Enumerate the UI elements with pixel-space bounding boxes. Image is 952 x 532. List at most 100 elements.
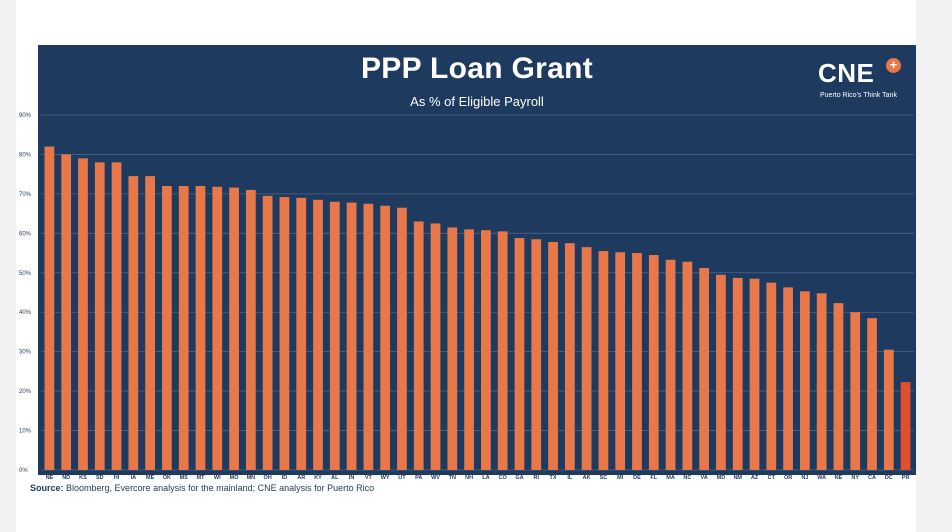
x-tick-label: ME — [146, 475, 155, 481]
x-tick-label: AZ — [751, 475, 759, 481]
bar — [598, 251, 609, 470]
bar — [481, 230, 491, 470]
bar — [716, 274, 726, 470]
x-tick-label: RI — [534, 475, 540, 481]
y-tick-label: 80% — [19, 152, 32, 158]
bar — [883, 349, 894, 470]
bar — [178, 186, 189, 470]
y-tick-label: 0% — [19, 468, 28, 474]
bar — [279, 197, 290, 471]
x-tick-label: SC — [600, 475, 608, 481]
bar — [699, 268, 710, 470]
x-tick-label: VA — [701, 475, 708, 481]
bar — [581, 247, 592, 470]
bar — [497, 231, 508, 470]
logo-text: CNE — [818, 58, 875, 88]
source-label: Source: — [30, 483, 64, 493]
bar — [329, 201, 340, 470]
x-tick-label: MD — [717, 475, 726, 481]
chart-subtitle: As % of Eligible Payroll — [410, 94, 544, 109]
x-tick-label: WY — [381, 475, 390, 481]
x-tick-label: CT — [768, 475, 776, 481]
bar — [430, 223, 441, 470]
bar — [816, 293, 827, 470]
x-tick-label: GA — [515, 475, 523, 481]
x-tick-label: NE — [835, 475, 843, 481]
bar — [447, 227, 458, 470]
x-tick-label: IA — [131, 475, 137, 481]
bar — [413, 221, 424, 470]
bar — [514, 238, 525, 470]
x-tick-label: AL — [331, 475, 339, 481]
x-tick-label: VT — [365, 475, 373, 481]
y-tick-label: 90% — [19, 113, 32, 119]
logo-tagline: Puerto Rico's Think Tank — [820, 92, 897, 99]
bar — [262, 195, 273, 470]
source-text: Bloomberg, Evercore analysis for the mai… — [66, 483, 375, 493]
x-tick-label: MI — [617, 475, 624, 481]
x-tick-label: NJ — [801, 475, 808, 481]
x-tick-label: IL — [567, 475, 573, 481]
x-tick-label: KY — [314, 475, 322, 481]
bar — [615, 252, 626, 470]
x-tick-label: IN — [349, 475, 355, 481]
x-tick-label: TX — [550, 475, 557, 481]
x-tick-label: NC — [683, 475, 691, 481]
bar — [867, 318, 877, 470]
bar — [548, 242, 558, 470]
bar — [564, 243, 575, 470]
bar — [900, 382, 911, 470]
bar — [94, 162, 105, 471]
x-tick-label: NY — [851, 475, 859, 481]
x-tick-label: MT — [197, 475, 206, 481]
x-tick-label: AR — [297, 475, 305, 481]
x-tick-label: WI — [214, 475, 221, 481]
bar — [732, 277, 743, 470]
bar — [648, 255, 659, 470]
bar — [111, 162, 122, 471]
x-tick-label: DE — [633, 475, 641, 481]
x-tick-label: MO — [230, 475, 240, 481]
bar — [665, 259, 676, 470]
bar — [245, 189, 256, 470]
plus-icon: + — [886, 58, 901, 73]
x-tick-label: WA — [817, 475, 826, 481]
x-tick-label: OH — [264, 475, 272, 481]
bar — [464, 229, 474, 470]
x-tick-label: NE — [46, 475, 54, 481]
cne-logo: CNE + Puerto Rico's Think Tank — [818, 58, 908, 108]
bar — [313, 199, 323, 471]
bar — [749, 278, 760, 470]
x-tick-label: HI — [114, 475, 120, 481]
x-tick-label: MS — [180, 475, 189, 481]
x-tick-label: AK — [583, 475, 591, 481]
bar — [380, 205, 391, 470]
x-tick-label: UT — [398, 475, 406, 481]
bar — [766, 282, 777, 470]
bar — [346, 202, 357, 471]
y-tick-label: 60% — [19, 231, 32, 237]
bar — [145, 176, 155, 470]
x-tick-label: MA — [666, 475, 675, 481]
bar — [632, 253, 642, 470]
bar — [195, 186, 206, 470]
x-tick-label: ND — [62, 475, 70, 481]
bar — [212, 186, 223, 471]
x-tick-label: CO — [499, 475, 508, 481]
bar — [296, 197, 307, 471]
x-tick-label: OK — [163, 475, 171, 481]
x-tick-label: FL — [650, 475, 657, 481]
y-tick-label: 40% — [19, 310, 32, 316]
bar — [783, 287, 793, 470]
bar — [229, 187, 239, 471]
bar — [363, 203, 374, 470]
y-tick-label: 50% — [19, 271, 32, 277]
x-tick-label: WV — [431, 475, 440, 481]
bar — [850, 312, 861, 470]
y-tick-label: 30% — [19, 350, 32, 356]
bar — [682, 261, 693, 470]
x-tick-label: CA — [868, 475, 876, 481]
x-tick-label: MN — [247, 475, 256, 481]
x-tick-label: LA — [482, 475, 489, 481]
